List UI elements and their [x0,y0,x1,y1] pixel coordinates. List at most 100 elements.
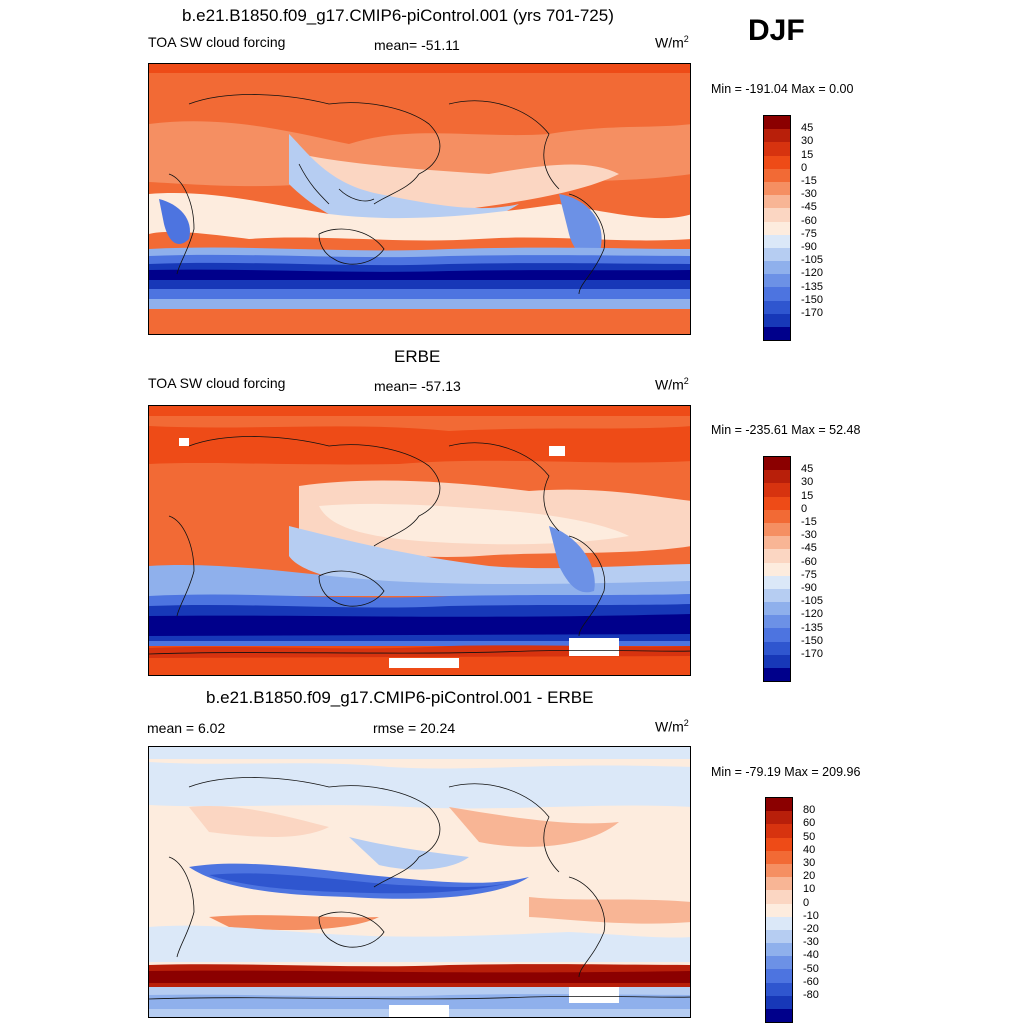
colorbar-tick-label: -50 [803,962,819,975]
panel-1-units: W/m2 [655,34,689,51]
colorbar-swatch [764,155,790,169]
colorbar-swatch [764,549,790,563]
colorbar-tick-label: 50 [803,830,816,843]
colorbar-tick-label: -45 [801,201,817,214]
panel-1-minmax: Min = -191.04 Max = 0.00 [711,82,854,96]
colorbar-swatch [766,811,792,825]
panel-1-mean-label: mean= -51.11 [374,37,460,53]
colorbar-tick-label: 15 [801,489,814,502]
panel-2-colorbar-swatches [763,456,791,683]
colorbar-swatch [764,247,790,262]
colorbar-swatch [766,929,792,944]
colorbar-swatch [764,588,790,603]
panel-3-title: b.e21.B1850.f09_g17.CMIP6-piControl.001 … [206,688,594,707]
colorbar-swatch [766,969,792,983]
colorbar-tick-label: -80 [803,989,819,1001]
colorbar-swatch [764,116,790,130]
panel-1-colorbar-swatches [763,115,791,342]
colorbar-tick-label: 40 [803,843,816,856]
panel-2-units: W/m2 [655,376,689,393]
panel-3-colorbar-swatches [765,797,793,1024]
colorbar-swatch [764,628,790,642]
colorbar-swatch [764,221,790,235]
colorbar-swatch [766,850,792,864]
colorbar-tick-label: 30 [801,476,814,489]
colorbar-swatch [764,181,790,196]
panel-1-title: b.e21.B1850.f09_g17.CMIP6-piControl.001 … [182,6,614,25]
colorbar-tick-label: 0 [801,502,808,515]
colorbar-swatch [764,313,790,327]
colorbar-tick-label: 30 [803,857,816,869]
colorbar-tick-label: -30 [801,529,817,542]
panel-1-variable-label: TOA SW cloud forcing [148,34,286,50]
colorbar-swatch [764,129,790,143]
colorbar-tick-label: -15 [801,175,817,187]
colorbar-tick-label: -90 [801,582,817,594]
colorbar-tick-label: -60 [801,214,817,227]
panel-2-minmax: Min = -235.61 Max = 52.48 [711,423,861,437]
colorbar-tick-label: -30 [803,936,819,949]
colorbar-tick-label: -20 [803,923,819,935]
colorbar-swatch [764,668,790,682]
colorbar-swatch [764,470,790,484]
colorbar-swatch [764,168,790,182]
colorbar-tick-label: -105 [801,254,824,267]
colorbar-swatch [764,483,790,497]
colorbar-swatch [764,654,790,668]
colorbar-tick-label: -105 [801,595,824,608]
colorbar-tick-label: -170 [801,648,824,660]
panel-2-title: ERBE [394,347,441,366]
colorbar-tick-label: -170 [801,307,824,319]
panel-2-variable-label: TOA SW cloud forcing [148,375,286,391]
colorbar-swatch [764,615,790,629]
colorbar-tick-label: -90 [801,241,817,253]
colorbar-tick-label: -120 [801,267,824,280]
colorbar-swatch [766,824,792,838]
colorbar-swatch [766,995,792,1009]
colorbar-swatch [764,602,790,616]
colorbar-tick-label: 80 [803,804,816,817]
colorbar-tick-label: -135 [801,280,824,293]
colorbar-tick-label: -45 [801,542,817,555]
season-label: DJF [748,14,805,47]
colorbar-tick-label: 0 [801,161,808,174]
colorbar-tick-label: 60 [803,817,816,830]
colorbar-swatch [766,982,792,996]
colorbar-swatch [764,300,790,314]
panel-3-rmse-label: rmse = 20.24 [373,720,456,736]
colorbar-swatch [766,943,792,957]
colorbar-tick-label: 45 [801,122,814,135]
colorbar-swatch [764,274,790,288]
colorbar-tick-label: -60 [801,555,817,568]
panel-3-map [148,746,691,1018]
colorbar-tick-label: -120 [801,608,824,621]
colorbar-tick-label: 0 [803,896,810,909]
panel-1-map [148,63,691,335]
colorbar-tick-label: 20 [803,870,816,883]
panel-2-map [148,405,691,676]
colorbar-swatch [764,195,790,209]
panel-3-mean-label: mean = 6.02 [147,720,226,736]
panel-3-units: W/m2 [655,718,689,735]
colorbar-swatch [766,890,792,904]
colorbar-tick-label: -75 [801,568,817,581]
colorbar-swatch [766,798,792,812]
colorbar-swatch [764,641,790,655]
colorbar-swatch [764,457,790,471]
colorbar-tick-label: -40 [803,949,819,962]
colorbar-tick-label: -75 [801,227,817,240]
colorbar-swatch [766,863,792,878]
colorbar-tick-label: -10 [803,909,819,922]
colorbar-swatch [766,903,792,917]
colorbar-tick-label: -30 [801,188,817,201]
colorbar-swatch [764,327,790,341]
colorbar-tick-label: 10 [803,883,816,896]
colorbar-swatch [764,261,790,275]
colorbar-swatch [764,522,790,537]
colorbar-swatch [766,837,792,851]
colorbar-tick-label: 45 [801,463,814,476]
colorbar-swatch [764,509,790,523]
colorbar-tick-label: 15 [801,148,814,161]
panel-3-minmax: Min = -79.19 Max = 209.96 [711,765,861,779]
colorbar-swatch [764,234,790,248]
